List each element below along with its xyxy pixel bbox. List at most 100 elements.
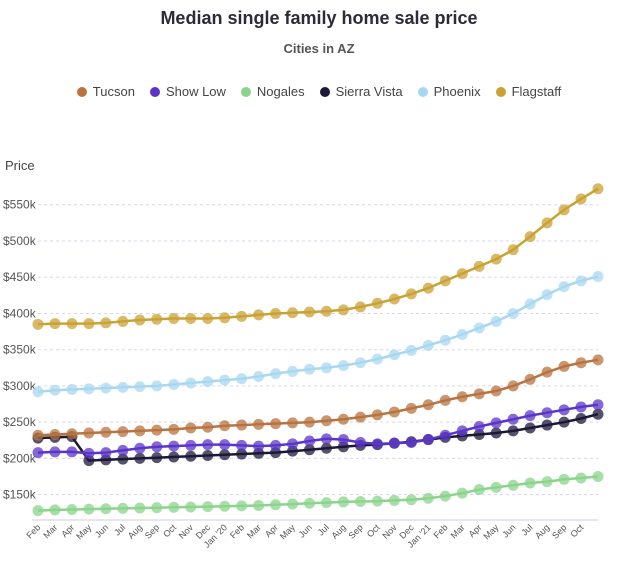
data-point-flagstaff[interactable] xyxy=(558,204,570,216)
data-point-nogales[interactable] xyxy=(168,501,180,513)
data-point-phoenix[interactable] xyxy=(117,381,129,393)
legend-item-sierra-vista[interactable]: Sierra Vista xyxy=(319,84,403,99)
data-point-phoenix[interactable] xyxy=(337,360,349,372)
data-point-show-low[interactable] xyxy=(541,407,553,419)
data-point-phoenix[interactable] xyxy=(422,339,434,351)
data-point-phoenix[interactable] xyxy=(202,376,214,388)
data-point-phoenix[interactable] xyxy=(32,386,44,398)
data-point-tucson[interactable] xyxy=(270,418,282,430)
data-point-sierra-vista[interactable] xyxy=(507,425,519,437)
data-point-nogales[interactable] xyxy=(439,490,451,502)
data-point-sierra-vista[interactable] xyxy=(575,413,587,425)
data-point-show-low[interactable] xyxy=(558,404,570,416)
data-point-nogales[interactable] xyxy=(592,471,604,483)
data-point-nogales[interactable] xyxy=(456,487,468,499)
data-point-phoenix[interactable] xyxy=(236,373,248,385)
data-point-flagstaff[interactable] xyxy=(185,313,197,325)
data-point-flagstaff[interactable] xyxy=(236,310,248,322)
data-point-nogales[interactable] xyxy=(185,501,197,513)
data-point-show-low[interactable] xyxy=(100,447,112,459)
data-point-nogales[interactable] xyxy=(270,499,282,511)
data-point-phoenix[interactable] xyxy=(134,381,146,393)
data-point-tucson[interactable] xyxy=(287,417,299,429)
data-point-show-low[interactable] xyxy=(439,429,451,441)
data-point-flagstaff[interactable] xyxy=(371,297,383,309)
data-point-nogales[interactable] xyxy=(490,481,502,493)
data-point-phoenix[interactable] xyxy=(541,289,553,301)
data-point-sierra-vista[interactable] xyxy=(524,422,536,434)
data-point-nogales[interactable] xyxy=(134,502,146,514)
data-point-phoenix[interactable] xyxy=(304,363,316,375)
data-point-flagstaff[interactable] xyxy=(592,183,604,195)
data-point-nogales[interactable] xyxy=(524,477,536,489)
data-point-show-low[interactable] xyxy=(422,434,434,446)
data-point-phoenix[interactable] xyxy=(168,378,180,390)
data-point-phoenix[interactable] xyxy=(592,270,604,282)
data-point-sierra-vista[interactable] xyxy=(134,452,146,464)
data-point-tucson[interactable] xyxy=(337,413,349,425)
data-point-show-low[interactable] xyxy=(202,439,214,451)
data-point-tucson[interactable] xyxy=(541,366,553,378)
data-point-sierra-vista[interactable] xyxy=(558,416,570,428)
legend-item-phoenix[interactable]: Phoenix xyxy=(417,84,481,99)
data-point-show-low[interactable] xyxy=(117,444,129,456)
data-point-nogales[interactable] xyxy=(83,503,95,515)
data-point-phoenix[interactable] xyxy=(219,374,231,386)
data-point-tucson[interactable] xyxy=(236,419,248,431)
data-point-flagstaff[interactable] xyxy=(151,313,163,325)
data-point-sierra-vista[interactable] xyxy=(219,449,231,461)
data-point-flagstaff[interactable] xyxy=(66,318,78,330)
data-point-phoenix[interactable] xyxy=(524,298,536,310)
data-point-flagstaff[interactable] xyxy=(320,305,332,317)
data-point-show-low[interactable] xyxy=(507,413,519,425)
data-point-tucson[interactable] xyxy=(592,354,604,366)
data-point-tucson[interactable] xyxy=(168,423,180,435)
data-point-nogales[interactable] xyxy=(117,502,129,514)
data-point-phoenix[interactable] xyxy=(66,384,78,396)
data-point-sierra-vista[interactable] xyxy=(541,419,553,431)
data-point-tucson[interactable] xyxy=(253,418,265,430)
data-point-nogales[interactable] xyxy=(541,476,553,488)
data-point-nogales[interactable] xyxy=(337,496,349,508)
data-point-show-low[interactable] xyxy=(168,440,180,452)
data-point-nogales[interactable] xyxy=(371,495,383,507)
data-point-flagstaff[interactable] xyxy=(507,244,519,256)
data-point-nogales[interactable] xyxy=(320,497,332,509)
data-point-flagstaff[interactable] xyxy=(439,275,451,287)
data-point-sierra-vista[interactable] xyxy=(151,452,163,464)
data-point-sierra-vista[interactable] xyxy=(304,444,316,456)
data-point-tucson[interactable] xyxy=(320,415,332,427)
legend-item-show-low[interactable]: Show Low xyxy=(149,84,226,99)
data-point-tucson[interactable] xyxy=(371,409,383,421)
data-point-flagstaff[interactable] xyxy=(354,301,366,313)
data-point-sierra-vista[interactable] xyxy=(490,427,502,439)
data-point-flagstaff[interactable] xyxy=(100,317,112,329)
data-point-sierra-vista[interactable] xyxy=(592,408,604,420)
data-point-tucson[interactable] xyxy=(100,426,112,438)
data-point-show-low[interactable] xyxy=(134,442,146,454)
data-point-nogales[interactable] xyxy=(354,496,366,508)
data-point-nogales[interactable] xyxy=(236,500,248,512)
data-point-phoenix[interactable] xyxy=(575,275,587,287)
data-point-show-low[interactable] xyxy=(524,410,536,422)
legend-item-flagstaff[interactable]: Flagstaff xyxy=(495,84,561,99)
data-point-phoenix[interactable] xyxy=(185,377,197,389)
data-point-tucson[interactable] xyxy=(134,425,146,437)
data-point-flagstaff[interactable] xyxy=(524,231,536,243)
data-point-tucson[interactable] xyxy=(558,360,570,372)
data-point-tucson[interactable] xyxy=(151,424,163,436)
data-point-show-low[interactable] xyxy=(371,438,383,450)
data-point-flagstaff[interactable] xyxy=(405,288,417,300)
data-point-tucson[interactable] xyxy=(66,428,78,440)
data-point-show-low[interactable] xyxy=(270,439,282,451)
data-point-show-low[interactable] xyxy=(219,439,231,451)
data-point-phoenix[interactable] xyxy=(405,344,417,356)
data-point-show-low[interactable] xyxy=(405,436,417,448)
data-point-tucson[interactable] xyxy=(49,428,61,440)
data-point-phoenix[interactable] xyxy=(473,322,485,334)
data-point-phoenix[interactable] xyxy=(456,328,468,340)
data-point-phoenix[interactable] xyxy=(490,315,502,327)
data-point-sierra-vista[interactable] xyxy=(236,448,248,460)
data-point-tucson[interactable] xyxy=(304,416,316,428)
data-point-flagstaff[interactable] xyxy=(490,253,502,265)
